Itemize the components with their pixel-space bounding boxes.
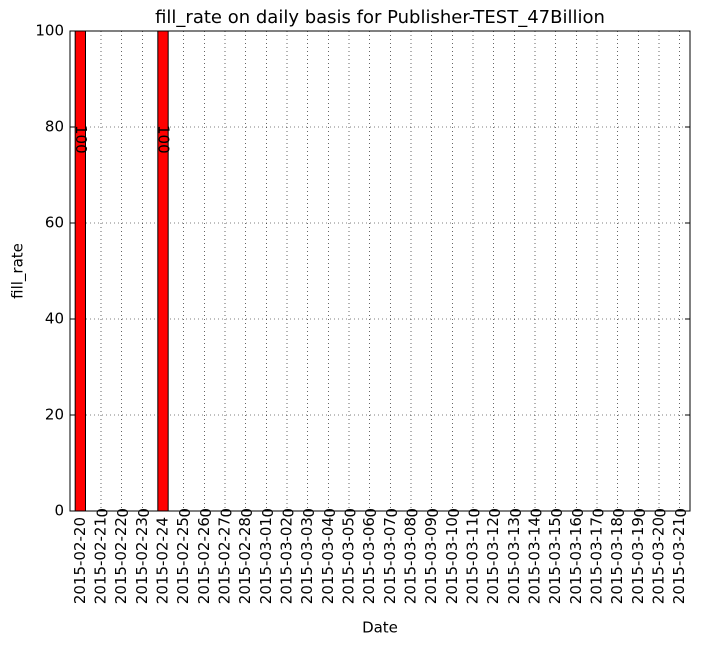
x-tick-label: 2015-03-16 (567, 517, 585, 604)
y-tick-label: 20 (45, 406, 64, 424)
value-label: 0 (196, 508, 214, 518)
value-label: 0 (217, 508, 235, 518)
chart-title: fill_rate on daily basis for Publisher-T… (155, 7, 605, 28)
x-tick-label: 2015-02-27 (216, 517, 234, 604)
value-label: 0 (320, 508, 338, 518)
y-tick-label: 80 (45, 118, 64, 136)
x-tick-label: 2015-03-07 (381, 517, 399, 604)
x-tick-label: 2015-02-24 (154, 517, 172, 604)
x-tick-label: 2015-03-18 (608, 517, 626, 604)
x-tick-label: 2015-02-20 (71, 517, 89, 604)
y-tick-label: 100 (35, 22, 64, 40)
bar (157, 30, 169, 512)
x-tick-label: 2015-03-10 (443, 517, 461, 604)
x-tick-label: 2015-03-20 (650, 517, 668, 604)
x-tick-label: 2015-03-01 (257, 517, 275, 604)
value-label: 0 (609, 508, 627, 518)
value-label: 0 (506, 508, 524, 518)
x-tick-label: 2015-03-17 (588, 517, 606, 604)
x-tick-label: 2015-03-06 (360, 517, 378, 604)
value-label: 0 (341, 508, 359, 518)
x-tick-label: 2015-02-26 (195, 517, 213, 604)
x-tick-label: 2015-02-25 (174, 517, 192, 604)
value-label: 0 (589, 508, 607, 518)
x-tick-label: 2015-03-08 (402, 517, 420, 604)
x-tick-label: 2015-03-04 (319, 517, 337, 604)
x-tick-label: 2015-03-05 (340, 517, 358, 604)
value-label: 0 (568, 508, 586, 518)
x-axis-label: Date (362, 619, 398, 637)
value-label: 0 (527, 508, 545, 518)
x-tick-label: 2015-03-13 (505, 517, 523, 604)
value-label: 100 (155, 125, 173, 154)
x-tick-label: 2015-03-19 (629, 517, 647, 604)
value-label: 0 (423, 508, 441, 518)
value-label: 0 (299, 508, 317, 518)
value-label: 0 (237, 508, 255, 518)
y-tick-label: 40 (45, 310, 64, 328)
value-label: 0 (175, 508, 193, 518)
value-label: 0 (547, 508, 565, 518)
x-tick-label: 2015-03-02 (278, 517, 296, 604)
x-tick-label: 2015-03-21 (670, 517, 688, 604)
y-tick-label: 60 (45, 214, 64, 232)
value-label: 0 (403, 508, 421, 518)
value-label: 0 (671, 508, 689, 518)
x-tick-label: 2015-02-22 (112, 517, 130, 604)
value-label: 0 (444, 508, 462, 518)
value-label: 0 (485, 508, 503, 518)
x-tick-label: 2015-03-12 (484, 517, 502, 604)
value-label: 0 (651, 508, 669, 518)
value-label: 0 (465, 508, 483, 518)
value-label: 0 (361, 508, 379, 518)
value-label: 100 (72, 125, 90, 154)
bar (74, 30, 86, 512)
x-tick-label: 2015-03-09 (422, 517, 440, 604)
value-label: 0 (382, 508, 400, 518)
x-tick-label: 2015-03-15 (546, 517, 564, 604)
value-label: 0 (134, 508, 152, 518)
value-label: 0 (279, 508, 297, 518)
x-tick-label: 2015-03-03 (298, 517, 316, 604)
y-tick-label: 0 (54, 502, 64, 520)
x-tick-label: 2015-03-11 (464, 517, 482, 604)
plot-frame (69, 30, 691, 512)
value-label: 0 (630, 508, 648, 518)
value-label: 0 (93, 508, 111, 518)
x-tick-label: 2015-03-14 (526, 517, 544, 604)
x-tick-label: 2015-02-28 (236, 517, 254, 604)
value-label: 0 (113, 508, 131, 518)
x-tick-label: 2015-02-21 (92, 517, 110, 604)
x-tick-label: 2015-02-23 (133, 517, 151, 604)
value-label: 0 (258, 508, 276, 518)
y-axis-label: fill_rate (9, 243, 28, 299)
